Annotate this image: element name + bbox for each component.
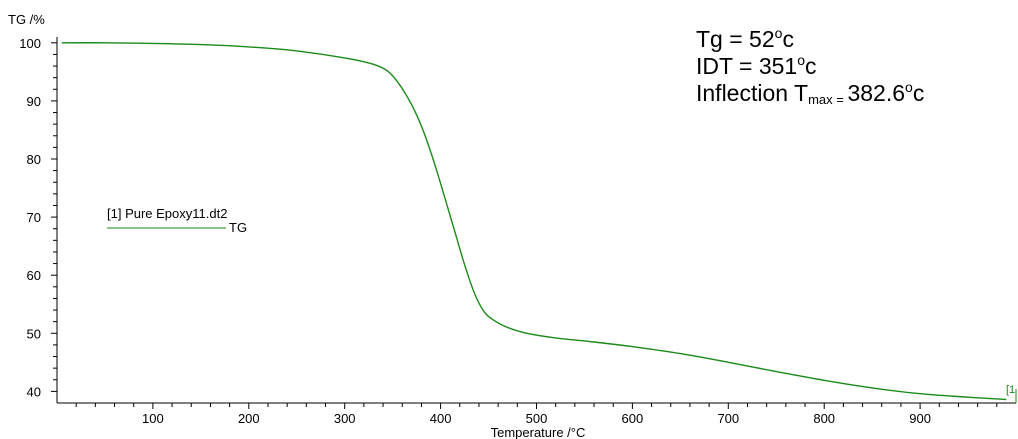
- annotation-idt-text: IDT = 351: [696, 53, 798, 79]
- x-tick-label: 100: [142, 411, 164, 426]
- annotation-tg: Tg = 52oc: [696, 26, 794, 51]
- y-tick-label: 80: [27, 152, 41, 167]
- x-tick-label: 500: [526, 411, 548, 426]
- annotation-tg-degree: o: [774, 25, 783, 41]
- annotation-tg-text: Tg = 52: [696, 26, 775, 52]
- annotation-inflection-subscript: max =: [808, 92, 848, 107]
- y-tick-label: 40: [27, 384, 41, 399]
- annotation-inflection-value: 382.6: [847, 80, 906, 106]
- annotation-inflection: Inflection Tmax = 382.6oc: [696, 80, 924, 106]
- legend-series-label: TG: [229, 220, 247, 235]
- annotation-inflection-degree: o: [905, 79, 913, 95]
- x-tick-label: 300: [334, 411, 356, 426]
- x-axis-label: Temperature /°C: [491, 425, 586, 439]
- legend-file-label: [1] Pure Epoxy11.dt2: [107, 206, 227, 221]
- y-tick-label: 70: [27, 210, 41, 225]
- y-tick-label: 60: [27, 268, 41, 283]
- series-line-tg: [61, 42, 1007, 401]
- x-tick-label: 900: [909, 411, 931, 426]
- plot-area: [61, 42, 1007, 401]
- annotation-inflection-text: Inflection T: [696, 80, 809, 106]
- annotation-inflection-unit: c: [912, 80, 925, 106]
- annotation-idt-degree: o: [797, 52, 806, 68]
- legend: [1] Pure Epoxy11.dt2 TG: [107, 206, 247, 235]
- x-tick-label: 700: [717, 411, 739, 426]
- y-tick-label: 50: [27, 326, 41, 341]
- x-tick-label: 400: [430, 411, 452, 426]
- annotation-tg-unit: c: [782, 26, 794, 52]
- x-tick-label: 800: [813, 411, 835, 426]
- ticks: 100 200 300 400 500 600 700 800 900 40 50 60 70 80 90 1…: [19, 36, 998, 426]
- series-end-marker: [1: [1006, 384, 1015, 396]
- annotation-idt-unit: c: [805, 53, 817, 79]
- x-tick-label: 200: [238, 411, 260, 426]
- annotation-idt: IDT = 351oc: [696, 53, 817, 78]
- y-tick-label: 90: [27, 94, 41, 109]
- x-tick-label: 600: [622, 411, 644, 426]
- y-axis-label: TG /%: [8, 12, 45, 27]
- y-tick-label: 100: [19, 36, 41, 51]
